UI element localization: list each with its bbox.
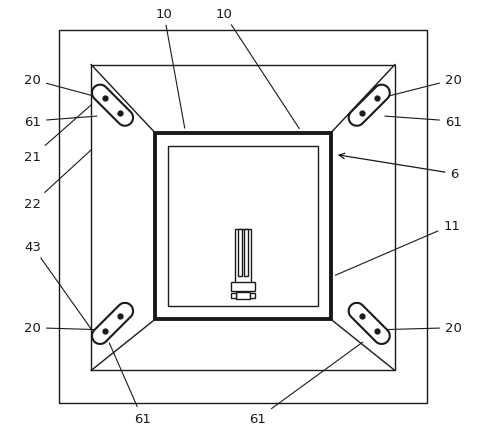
Text: 20: 20 xyxy=(381,74,462,99)
Text: 61: 61 xyxy=(24,115,97,128)
Bar xyxy=(244,230,248,276)
Bar xyxy=(168,147,318,307)
Text: 43: 43 xyxy=(24,240,92,330)
Polygon shape xyxy=(92,86,133,126)
Text: 21: 21 xyxy=(24,106,91,164)
Bar xyxy=(91,65,395,371)
Text: 10: 10 xyxy=(156,8,185,129)
Bar xyxy=(235,230,251,289)
Bar xyxy=(59,31,427,402)
Text: 11: 11 xyxy=(335,219,460,276)
Text: 61: 61 xyxy=(249,342,363,425)
Bar xyxy=(231,294,236,298)
Text: 20: 20 xyxy=(24,322,101,335)
Polygon shape xyxy=(348,86,390,126)
Text: 6: 6 xyxy=(339,154,459,181)
Bar xyxy=(238,230,242,276)
Bar xyxy=(236,292,250,299)
Polygon shape xyxy=(92,303,133,344)
Text: 20: 20 xyxy=(24,74,101,99)
Bar xyxy=(231,282,255,292)
Text: 61: 61 xyxy=(385,115,462,128)
Text: 20: 20 xyxy=(381,322,462,335)
Text: 10: 10 xyxy=(215,8,299,129)
Bar xyxy=(156,134,330,319)
Text: 61: 61 xyxy=(109,343,151,425)
Polygon shape xyxy=(348,303,390,344)
Bar xyxy=(250,294,255,298)
Text: 22: 22 xyxy=(24,150,91,211)
